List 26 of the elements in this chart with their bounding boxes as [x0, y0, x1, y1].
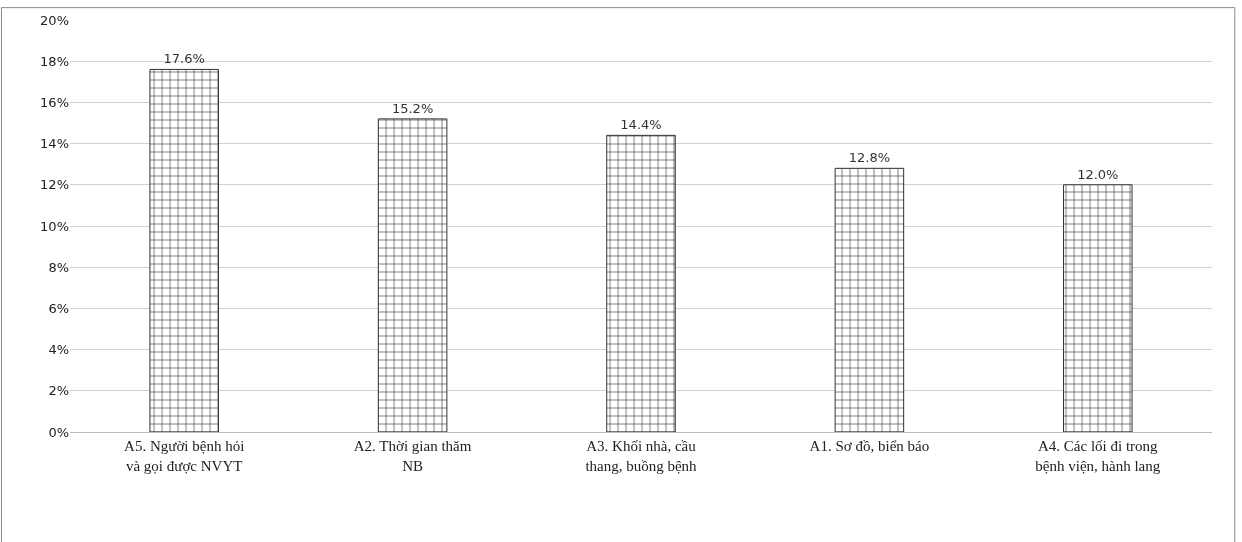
- bar: [834, 167, 905, 432]
- y-tick-label: 12%: [40, 177, 69, 193]
- data-label: 12.0%: [1077, 166, 1119, 182]
- y-tick-label: 6%: [48, 300, 69, 316]
- x-tick-label: A5. Người bệnh hỏi và gọi được NVYT: [124, 438, 245, 474]
- data-label: 12.8%: [848, 150, 891, 166]
- y-tick-label: 8%: [48, 259, 69, 275]
- y-tick-label: 4%: [48, 342, 69, 358]
- y-tick-label: 16%: [40, 94, 69, 110]
- data-label: 17.6%: [163, 51, 205, 67]
- y-tick-label: 0%: [48, 424, 69, 440]
- y-tick-label: 2%: [48, 383, 69, 399]
- x-tick-label: A2. Thời gian thăm NB: [353, 438, 472, 474]
- bar: [149, 68, 219, 432]
- data-label: 14.4%: [620, 117, 662, 133]
- y-tick-label: 20%: [40, 12, 69, 28]
- data-label: 15.2%: [391, 100, 434, 116]
- bar: [606, 134, 676, 432]
- x-tick-label: A1. Sơ đồ, biển báo: [809, 438, 930, 454]
- y-tick-label: 18%: [40, 53, 69, 69]
- bar: [1063, 184, 1133, 432]
- y-tick-label: 10%: [40, 218, 69, 234]
- bar: [377, 118, 448, 432]
- x-tick-label: A3. Khối nhà, cầu thang, buồng bệnh: [585, 438, 698, 474]
- x-tick-label: A4. Các lối đi trong bệnh viện, hành lang: [1035, 438, 1161, 474]
- y-tick-label: 14%: [40, 136, 69, 152]
